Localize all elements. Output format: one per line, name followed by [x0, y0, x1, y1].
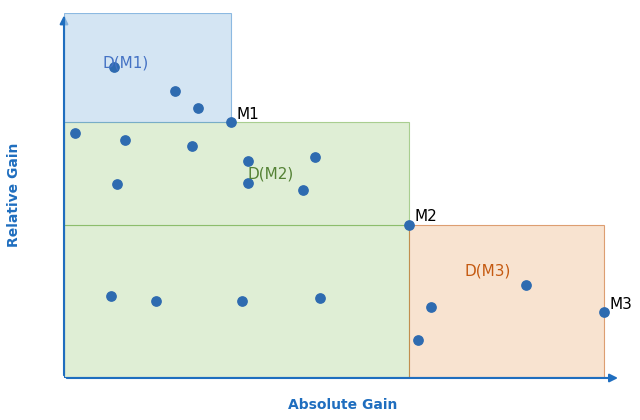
- Bar: [64, 13, 231, 122]
- Point: [310, 154, 320, 160]
- Text: M3: M3: [610, 297, 632, 312]
- Point: [151, 298, 161, 304]
- Text: Absolute Gain: Absolute Gain: [288, 399, 397, 412]
- Point: [521, 281, 531, 288]
- Text: M2: M2: [415, 209, 438, 224]
- Point: [226, 119, 236, 126]
- Bar: [409, 225, 604, 378]
- Text: M1: M1: [237, 107, 259, 121]
- Point: [187, 143, 197, 150]
- Point: [237, 298, 247, 304]
- Point: [412, 336, 422, 343]
- Point: [112, 181, 122, 188]
- Text: D(M1): D(M1): [103, 55, 149, 71]
- Text: D(M2): D(M2): [248, 167, 294, 182]
- Point: [315, 294, 325, 301]
- Bar: [64, 225, 409, 378]
- Text: D(M3): D(M3): [465, 264, 511, 279]
- Text: Relative Gain: Relative Gain: [7, 143, 21, 247]
- Point: [193, 104, 203, 111]
- Point: [106, 292, 116, 299]
- Point: [170, 88, 180, 94]
- Point: [109, 64, 119, 71]
- Point: [404, 221, 414, 228]
- Bar: [64, 122, 409, 225]
- Point: [70, 130, 80, 136]
- Point: [426, 303, 436, 310]
- Point: [120, 137, 131, 144]
- Point: [243, 179, 253, 186]
- Point: [599, 309, 609, 315]
- Point: [243, 157, 253, 164]
- Point: [298, 186, 308, 193]
